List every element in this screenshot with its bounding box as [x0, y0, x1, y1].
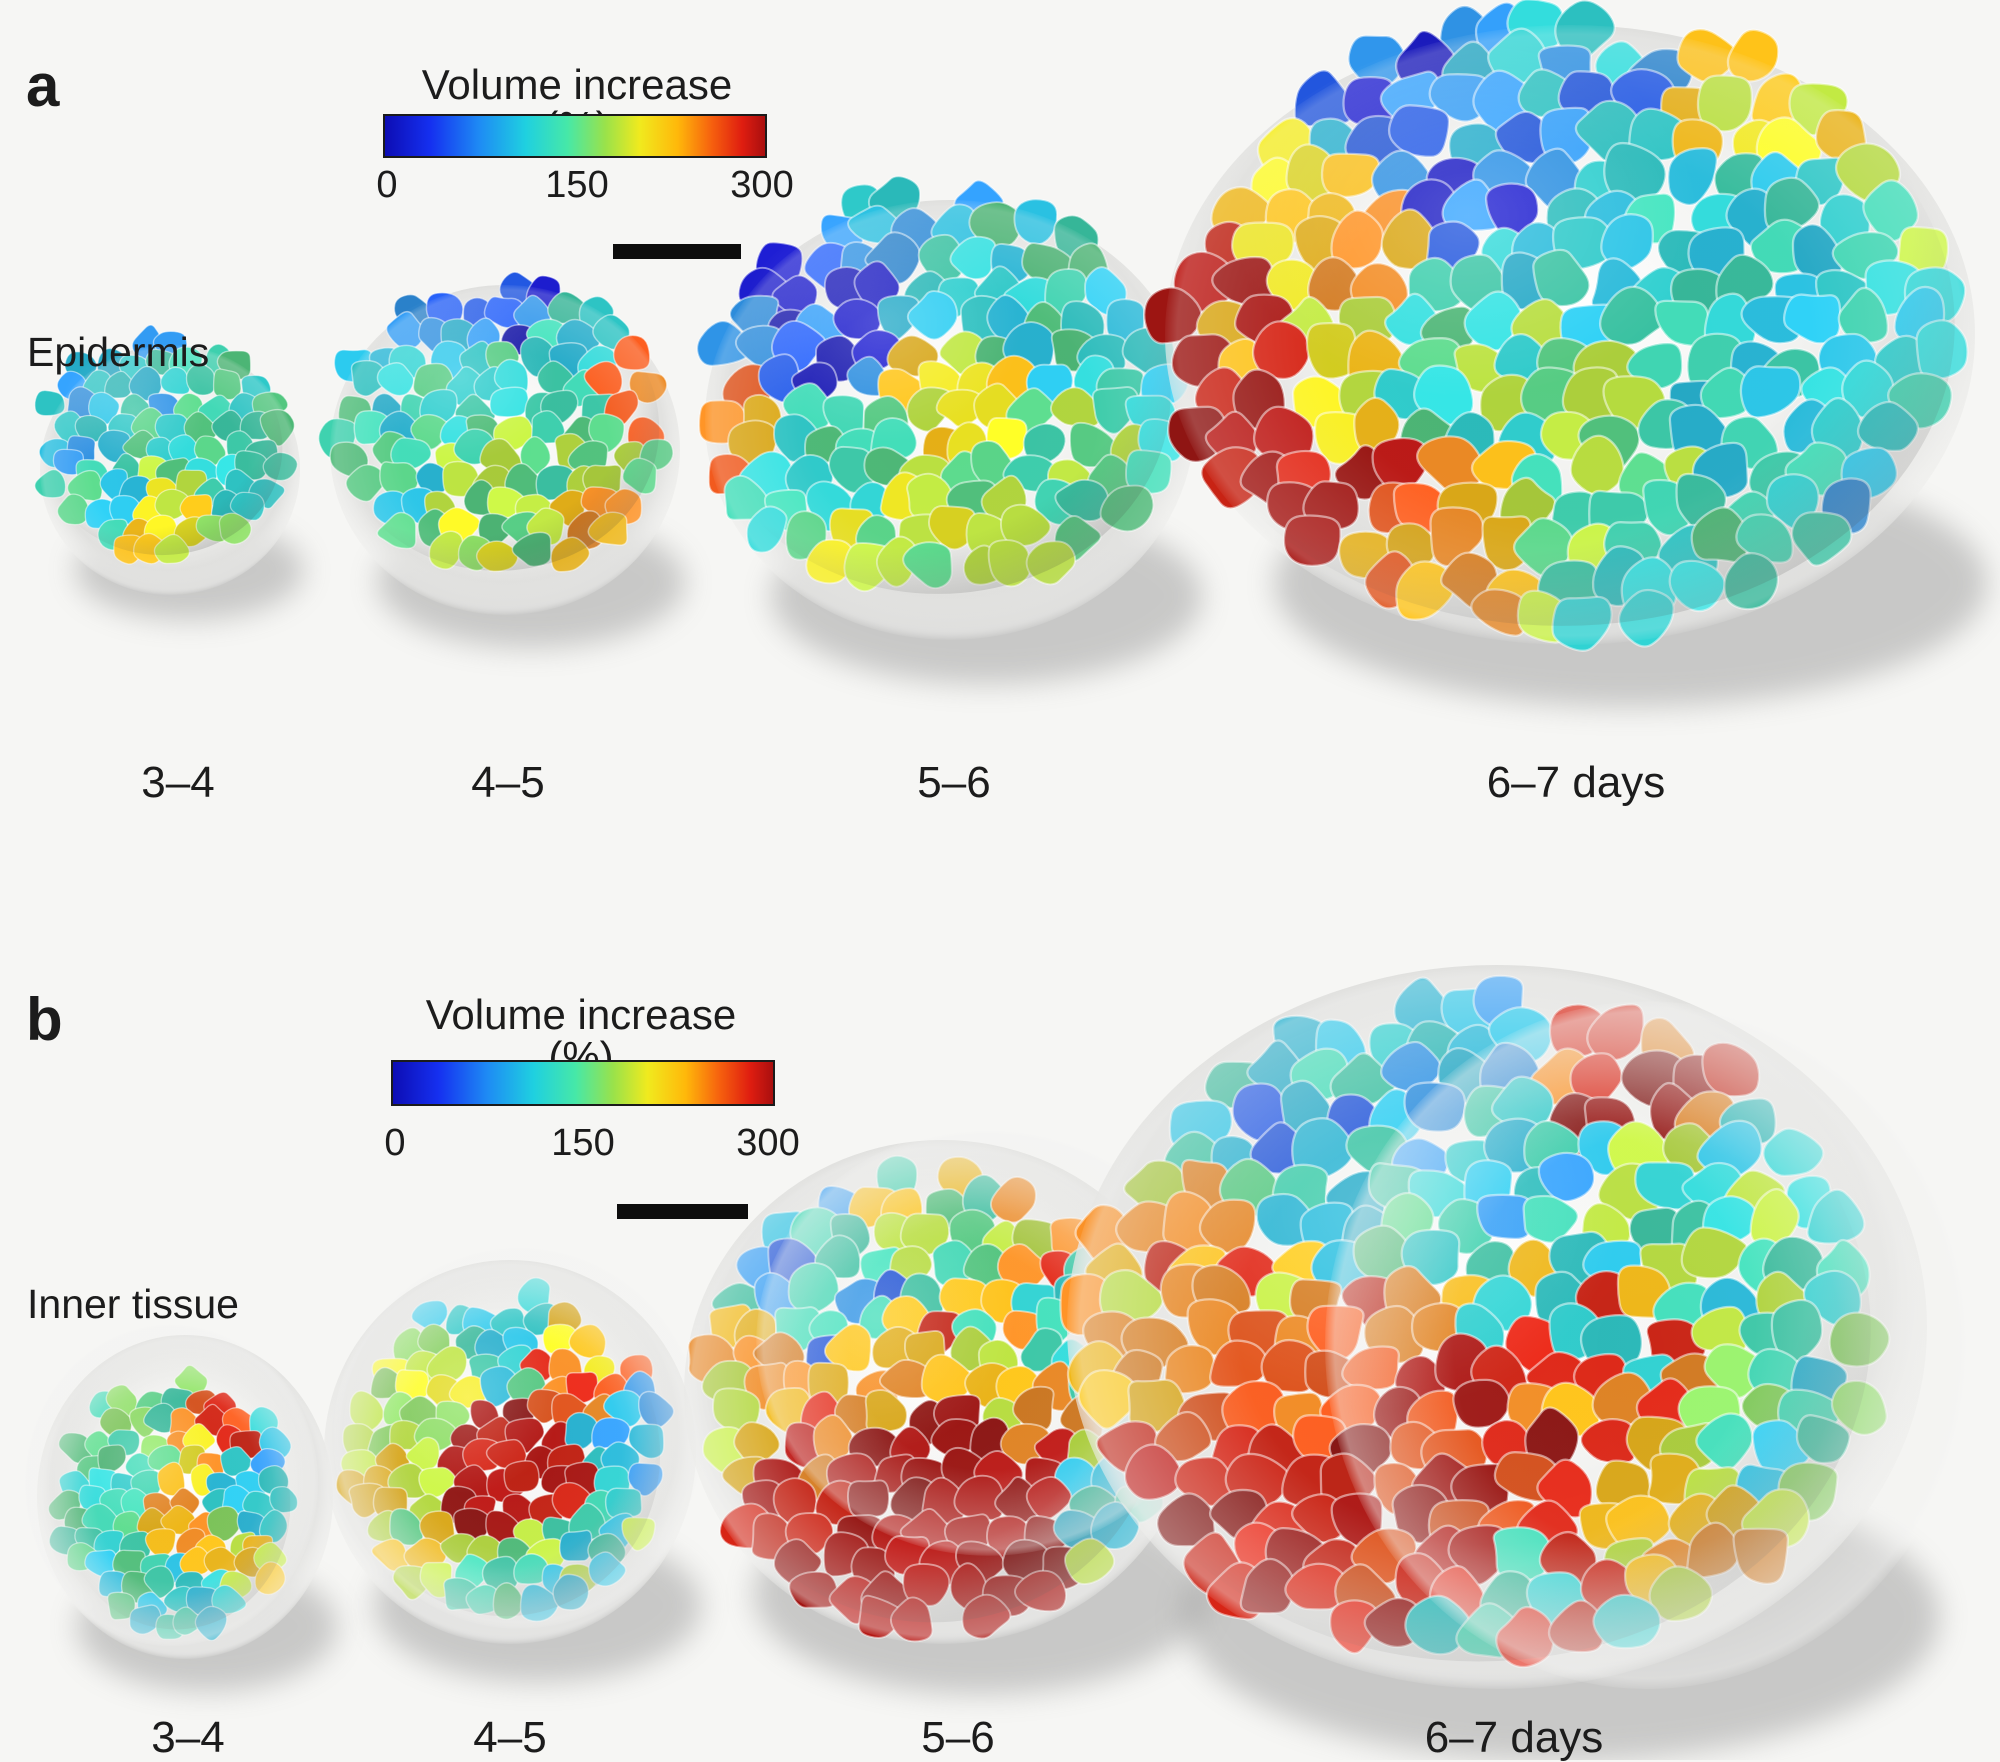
timepoint-a-3: 5–6 [917, 758, 991, 807]
timepoint-a-1: 3–4 [141, 758, 215, 807]
timepoint-a-2: 4–5 [471, 758, 545, 807]
colorbar-b-tick-max: 300 [736, 1122, 800, 1164]
colorbar-b-tick-min: 0 [384, 1122, 406, 1164]
embryo-b-4-5 [324, 1244, 706, 1683]
embryo-a-4-5 [317, 271, 686, 648]
scale-bar-a [613, 244, 741, 259]
scale-bar-b [617, 1204, 748, 1219]
colorbar-a-tick-max: 300 [730, 164, 794, 206]
colorbar-a-tick-min: 0 [376, 164, 398, 206]
panel-b-label: b [26, 986, 63, 1053]
embryo-a-6-7 [1143, 0, 1988, 707]
timepoint-b-4: 6–7 days [1424, 1713, 1604, 1762]
embryo-b-3-4 [22, 1322, 338, 1692]
colorbar-a-title: Volume increase (%) [421, 61, 733, 148]
timepoint-a-4: 6–7 days [1486, 758, 1666, 807]
embryo-b-6-7 [1059, 965, 1970, 1760]
timepoint-b-1: 3–4 [151, 1713, 225, 1762]
colorbar-a-gradient [383, 114, 767, 158]
panel-a-label: a [26, 52, 60, 119]
colorbar-b-tick-mid: 150 [551, 1122, 615, 1164]
colorbar-b-gradient [391, 1060, 775, 1106]
tissue-label-a: Epidermis [27, 329, 210, 375]
colorbar-a-tick-mid: 150 [545, 164, 609, 206]
embryo-a-5-6 [696, 175, 1203, 684]
timepoint-b-2: 4–5 [473, 1713, 547, 1762]
timepoint-b-3: 5–6 [921, 1713, 995, 1762]
embryo-a-3-4 [34, 324, 304, 620]
tissue-label-b: Inner tissue [27, 1281, 239, 1327]
